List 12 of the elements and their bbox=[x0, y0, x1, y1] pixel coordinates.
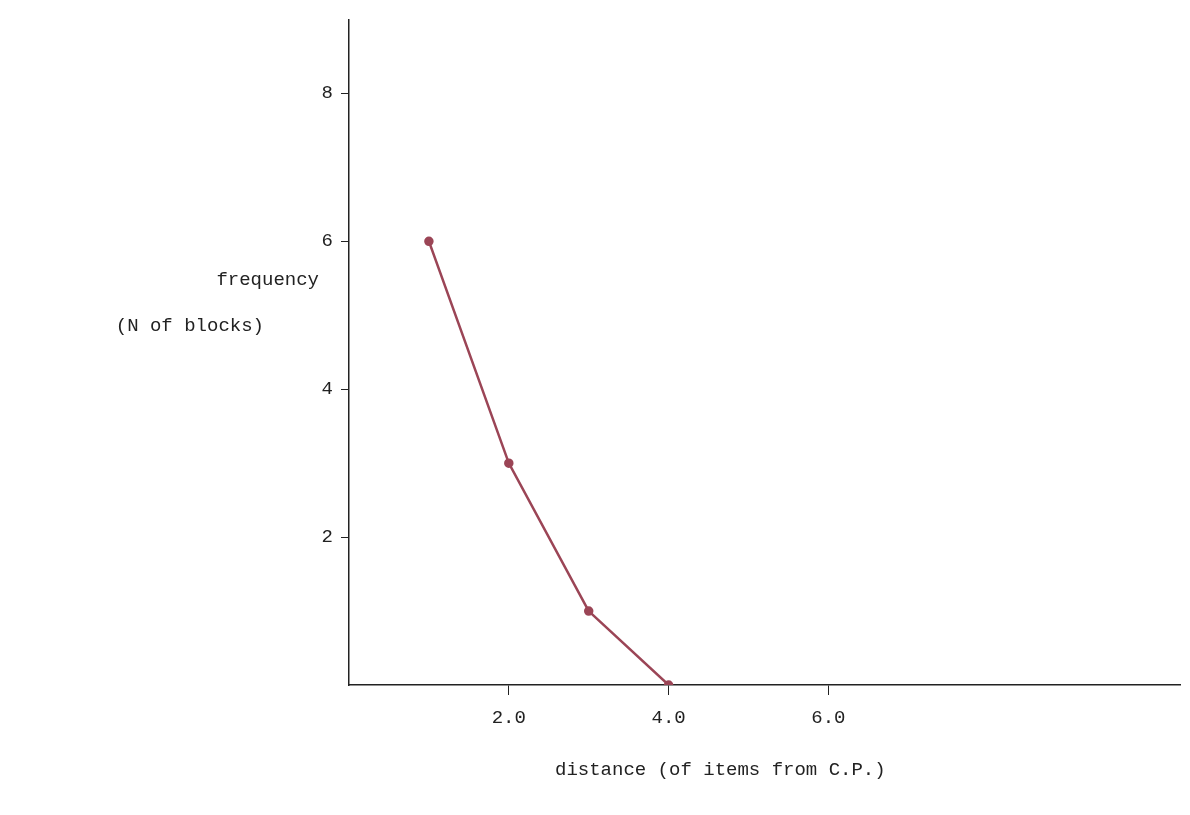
y-tick-label: 8 bbox=[321, 82, 333, 105]
y-tick-label: 2 bbox=[321, 526, 333, 549]
x-axis-title: distance (of items from C.P.) bbox=[555, 759, 886, 781]
x-tick-label: 4.0 bbox=[651, 707, 686, 730]
point bbox=[583, 606, 594, 616]
y-tick-label: 6 bbox=[321, 230, 333, 253]
point bbox=[504, 458, 514, 468]
text: frequency (N of blocks) bbox=[115, 269, 319, 337]
y-tick-label: 4 bbox=[321, 378, 333, 401]
point bbox=[424, 236, 434, 247]
x-tick-label: 2.0 bbox=[491, 707, 526, 730]
x-tick-label: 6.0 bbox=[811, 707, 846, 730]
